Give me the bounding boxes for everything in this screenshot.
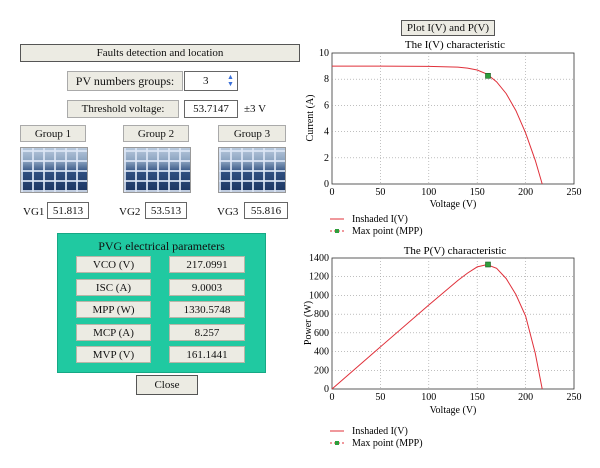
param-label-mcp: MCP (A) [76,324,151,341]
pv-legend-series: Inshaded I(V) [352,426,408,437]
pv-groups-spinner[interactable]: 3 ▲ ▼ [184,71,238,91]
param-value-vco: 217.0991 [169,256,245,273]
pvg-parameters-panel: PVG electrical parameters VCO (V) 217.09… [57,233,266,373]
pv-y-tick-label: 1200 [309,272,329,283]
iv-grid [332,53,574,184]
group-1-header: Group 1 [20,125,86,142]
plot-iv-pv-button[interactable]: Plot I(V) and P(V) [401,20,495,36]
pv-ylabel: Power (W) [303,301,314,345]
iv-xlabel: Voltage (V) [430,199,477,210]
iv-plot-frame [331,52,575,185]
param-label-mpp: MPP (W) [76,301,151,318]
param-value-mvp: 161.1441 [169,346,245,363]
pv-x-tick-label: 100 [421,392,436,403]
threshold-tolerance: ±3 V [244,103,267,115]
param-value-mpp: 1330.5748 [169,301,245,318]
iv-x-tick-label: 50 [375,187,385,198]
charts-area: The I(V) characteristic 0 50 100 150 200 250 … [303,39,582,449]
iv-y-ticks: 0 2 4 6 8 10 [319,48,329,190]
param-label-isc: ISC (A) [76,279,151,296]
vg3-label: VG3 [217,206,239,218]
pv-y-tick-label: 400 [314,347,329,358]
solar-panel-image-2 [123,147,191,193]
pv-y-tick-label: 200 [314,365,329,376]
pv-x-tick-label: 0 [330,392,335,403]
iv-x-tick-label: 150 [470,187,485,198]
pv-legend-mpp: Max point (MPP) [352,438,423,449]
iv-curve [332,65,543,185]
pv-x-tick-label: 150 [470,392,485,403]
param-label-vco: VCO (V) [76,256,151,273]
iv-x-tick-label: 200 [518,187,533,198]
faults-detection-title: Faults detection and location [20,44,300,62]
pv-x-tick-label: 200 [518,392,533,403]
iv-y-tick-label: 8 [324,74,329,85]
pv-x-tick-label: 50 [375,392,385,403]
pv-y-ticks: 0 200 400 600 800 1000 1200 1400 [309,253,329,395]
pv-x-ticks: 0 50 100 150 200 250 [330,392,582,403]
pv-groups-value: 3 [203,75,209,87]
pv-plot-frame [331,257,575,390]
iv-x-ticks: 0 50 100 150 200 250 [330,187,582,198]
pv-groups-label: PV numbers groups: [67,71,183,91]
param-value-mcp: 8.257 [169,324,245,341]
pv-y-tick-label: 0 [324,384,329,395]
pv-x-tick-label: 250 [567,392,582,403]
pv-xlabel: Voltage (V) [430,405,477,416]
group-2-header: Group 2 [123,125,189,142]
iv-legend-mpp-swatch [335,229,339,233]
solar-panel-image-1 [20,147,88,193]
threshold-value: 53.7147 [184,100,238,118]
iv-y-tick-label: 0 [324,179,329,190]
pv-chart-title: The P(V) characteristic [404,245,507,257]
vg2-label: VG2 [119,206,141,218]
iv-ylabel: Current (A) [305,95,316,142]
iv-y-tick-label: 6 [324,100,329,111]
pv-mpp-marker [485,261,491,268]
vg2-value: 53.513 [145,202,187,219]
pvg-parameters-title: PVG electrical parameters [98,239,225,253]
vg1-value: 51.813 [47,202,89,219]
threshold-label: Threshold voltage: [67,100,179,118]
pv-y-tick-label: 800 [314,309,329,320]
iv-x-tick-label: 100 [421,187,436,198]
iv-legend-mpp: Max point (MPP) [352,226,423,237]
pv-y-tick-label: 600 [314,328,329,339]
pv-grid [332,258,574,389]
vg3-value: 55.816 [244,202,288,219]
pv-legend-mpp-swatch [335,441,339,445]
iv-y-tick-label: 10 [319,48,329,59]
param-label-mvp: MVP (V) [76,346,151,363]
spinner-arrows-icon[interactable]: ▲ ▼ [227,73,234,88]
iv-mpp-marker [485,72,491,79]
iv-legend-series: Inshaded I(V) [352,214,408,225]
param-value-isc: 9.0003 [169,279,245,296]
iv-y-tick-label: 2 [324,153,329,164]
close-button[interactable]: Close [136,375,198,395]
iv-x-tick-label: 0 [330,187,335,198]
pv-y-tick-label: 1400 [309,253,329,264]
pv-y-tick-label: 1000 [309,290,329,301]
iv-chart-title: The I(V) characteristic [405,39,505,51]
group-3-header: Group 3 [218,125,286,142]
iv-x-tick-label: 250 [567,187,582,198]
solar-panel-image-3 [218,147,286,193]
iv-y-tick-label: 4 [324,127,329,138]
vg1-label: VG1 [23,206,45,218]
